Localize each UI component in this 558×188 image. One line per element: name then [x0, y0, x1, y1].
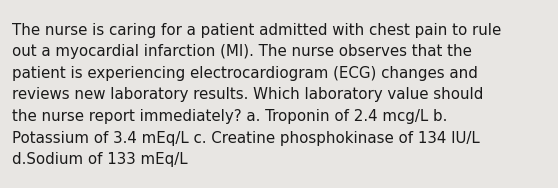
Text: The nurse is caring for a patient admitted with chest pain to rule
out a myocard: The nurse is caring for a patient admitt… [12, 23, 502, 167]
